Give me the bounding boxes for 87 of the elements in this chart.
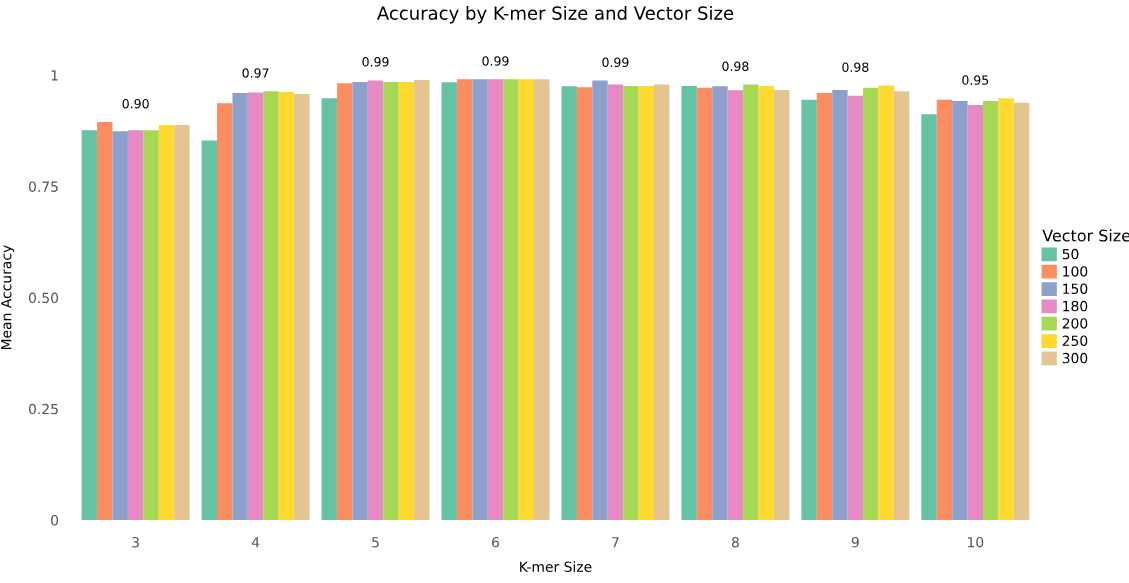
annotation: 0.90 — [122, 98, 149, 109]
y-tick-label: 0.75 — [28, 181, 58, 192]
bar — [712, 86, 728, 521]
annotation: 0.95 — [962, 75, 989, 85]
bar — [623, 85, 639, 521]
bar — [638, 85, 654, 521]
legend-label: 100 — [1063, 266, 1088, 277]
bar — [893, 91, 910, 521]
bar — [441, 82, 457, 521]
x-axis-title: K-mer Size — [520, 561, 592, 573]
bar — [414, 80, 430, 521]
y-tick-label: 0.50 — [28, 292, 59, 304]
bar — [143, 130, 159, 521]
legend-label: 250 — [1062, 335, 1088, 346]
annotation: 0.97 — [242, 68, 269, 78]
bar — [607, 84, 624, 521]
bar — [863, 87, 879, 521]
text: 0.99 — [482, 56, 509, 66]
bar — [81, 130, 98, 521]
bar — [472, 79, 488, 521]
y-tick-label: 1 — [51, 70, 58, 81]
bar — [352, 81, 368, 521]
bar — [321, 98, 337, 521]
bar — [383, 81, 399, 521]
bar — [503, 79, 519, 521]
bar — [518, 79, 535, 521]
text: 0.99 — [362, 57, 389, 67]
bar — [801, 99, 817, 521]
bar — [998, 98, 1014, 521]
bar — [967, 105, 984, 521]
bar — [158, 125, 175, 521]
x-tick-label: 9 — [851, 536, 859, 548]
bar — [398, 81, 415, 521]
x-tick-label: 6 — [492, 536, 500, 548]
bar — [592, 80, 608, 521]
x-tick-label: 8 — [731, 536, 739, 548]
bar — [294, 93, 310, 521]
bar — [278, 92, 295, 521]
bar — [921, 114, 937, 521]
bar — [1013, 102, 1030, 521]
bar — [232, 93, 248, 521]
y-tick-label: 0 — [51, 515, 59, 526]
bar — [696, 87, 713, 521]
bar — [174, 125, 190, 521]
bar — [367, 80, 384, 521]
x-tick-label: 4 — [251, 537, 260, 548]
bar — [576, 87, 593, 521]
y-axis-title: Mean Accuracy — [1, 245, 15, 350]
chart-title: Accuracy by K-mer Size and Vector Size — [376, 5, 734, 24]
bar — [743, 84, 759, 521]
bar — [534, 79, 550, 521]
bar — [561, 86, 577, 521]
bar — [952, 101, 968, 521]
bar — [336, 83, 353, 521]
bar — [456, 79, 473, 521]
bar — [983, 101, 999, 521]
legend-label: 300 — [1062, 352, 1088, 364]
bar — [878, 85, 894, 521]
bar — [936, 99, 953, 521]
bar — [773, 89, 790, 521]
bar — [816, 93, 833, 521]
bar — [112, 131, 128, 521]
text: 0.98 — [842, 62, 869, 72]
x-tick-label: 10 — [968, 536, 984, 548]
bar — [217, 103, 233, 521]
y-tick-label: 0.25 — [28, 403, 58, 415]
bar — [832, 89, 848, 521]
bar — [247, 92, 264, 521]
bar — [487, 79, 504, 521]
bar — [201, 140, 218, 521]
legend-label: 180 — [1063, 300, 1088, 312]
x-tick-label: 5 — [372, 537, 379, 548]
bar — [681, 85, 697, 521]
legend-label: 150 — [1063, 283, 1088, 294]
text: 0.99 — [602, 57, 629, 68]
x-tick-label: 7 — [612, 537, 619, 548]
legend-label: 50 — [1062, 248, 1079, 260]
bar — [654, 84, 670, 521]
text: 0.98 — [722, 61, 749, 72]
bar — [263, 91, 279, 521]
bar — [727, 90, 744, 521]
legend-label: 200 — [1062, 318, 1088, 329]
bar — [847, 95, 864, 521]
bar — [758, 85, 774, 521]
bar — [127, 130, 144, 521]
bar — [97, 121, 113, 521]
x-tick-label: 3 — [132, 536, 139, 548]
